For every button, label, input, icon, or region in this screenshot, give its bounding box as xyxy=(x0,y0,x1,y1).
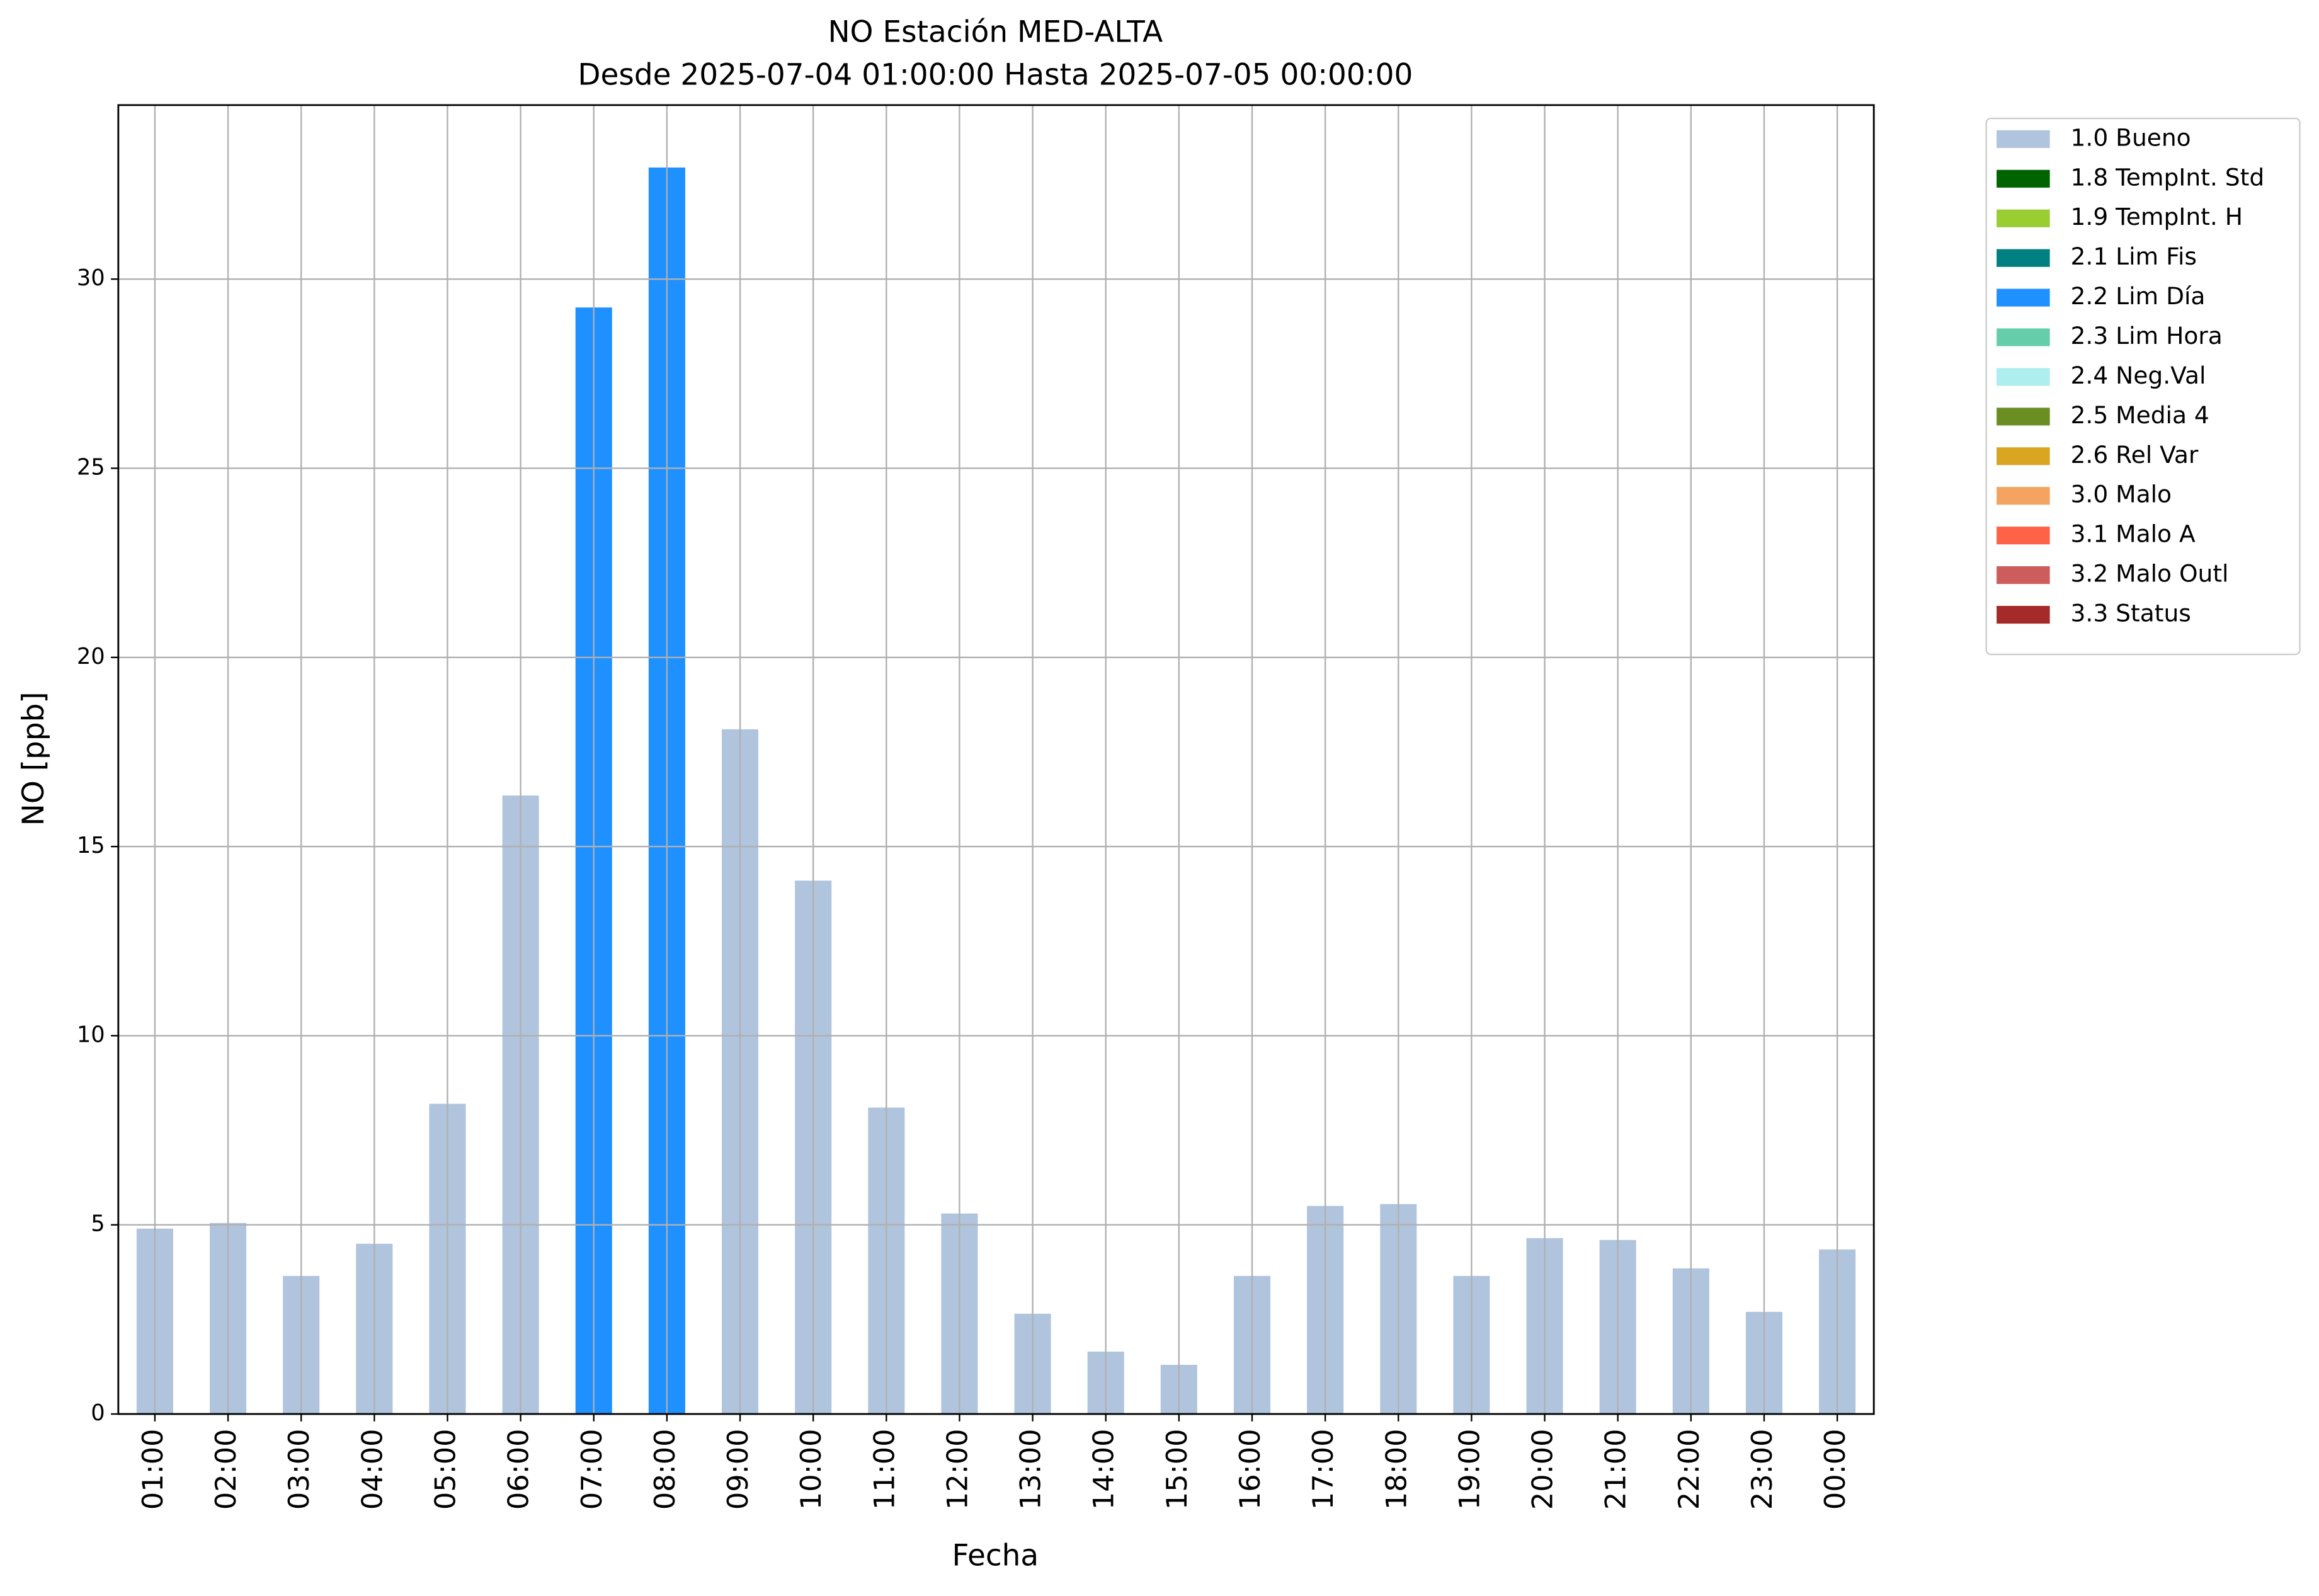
legend-swatch xyxy=(1997,169,2050,188)
legend-swatch xyxy=(1997,368,2050,386)
y-tick-label: 15 xyxy=(77,833,105,858)
x-tick-label: 08:00 xyxy=(649,1429,681,1510)
x-tick-label: 18:00 xyxy=(1380,1429,1413,1510)
legend-label: 3.2 Malo Outl xyxy=(2071,560,2229,588)
legend-label: 1.0 Bueno xyxy=(2071,123,2191,151)
legend-swatch xyxy=(1997,527,2050,545)
x-tick-label: 21:00 xyxy=(1600,1429,1632,1510)
legend-label: 2.6 Rel Var xyxy=(2071,441,2199,469)
x-tick-label: 23:00 xyxy=(1746,1429,1779,1510)
y-axis-label: NO [ppb] xyxy=(16,692,51,826)
legend-label: 3.3 Status xyxy=(2071,600,2191,627)
x-tick-label: 04:00 xyxy=(356,1429,389,1510)
legend-swatch xyxy=(1997,408,2050,426)
legend-swatch xyxy=(1997,209,2050,227)
y-tick-label: 30 xyxy=(77,265,105,291)
x-tick-label: 22:00 xyxy=(1673,1429,1706,1510)
legend-label: 1.8 TempInt. Std xyxy=(2071,163,2265,191)
x-tick-label: 10:00 xyxy=(795,1429,828,1510)
legend-label: 2.1 Lim Fis xyxy=(2071,242,2197,270)
legend-swatch xyxy=(1997,487,2050,505)
x-tick-label: 19:00 xyxy=(1453,1429,1486,1510)
chart-title: NO Estación MED-ALTA xyxy=(828,15,1163,50)
y-tick-label: 0 xyxy=(91,1400,105,1426)
legend-swatch xyxy=(1997,130,2050,148)
x-axis-label: Fecha xyxy=(952,1538,1039,1573)
plot-frame xyxy=(117,104,1875,1415)
x-tick-label: 15:00 xyxy=(1161,1429,1194,1510)
legend-label: 2.2 Lim Día xyxy=(2071,282,2206,310)
legend-label: 2.3 Lim Hora xyxy=(2071,322,2223,350)
legend-label: 3.0 Malo xyxy=(2071,481,2172,508)
legend-swatch xyxy=(1997,328,2050,346)
legend-swatch xyxy=(1997,249,2050,267)
x-tick-label: 01:00 xyxy=(137,1429,169,1510)
y-tick-label: 5 xyxy=(91,1211,105,1237)
chart-subtitle: Desde 2025-07-04 01:00:00 Hasta 2025-07-… xyxy=(578,58,1413,93)
x-tick-label: 02:00 xyxy=(210,1429,242,1510)
x-tick-label: 06:00 xyxy=(503,1429,535,1510)
x-tick-label: 11:00 xyxy=(868,1429,901,1510)
x-tick-label: 07:00 xyxy=(576,1429,608,1510)
x-tick-label: 00:00 xyxy=(1819,1429,1852,1510)
y-tick-label: 20 xyxy=(77,644,105,670)
x-tick-label: 14:00 xyxy=(1088,1429,1120,1510)
x-tick-label: 12:00 xyxy=(941,1429,974,1510)
x-tick-label: 05:00 xyxy=(429,1429,462,1510)
x-tick-label: 09:00 xyxy=(722,1429,755,1510)
x-tick-label: 03:00 xyxy=(283,1429,316,1510)
y-tick-label: 25 xyxy=(77,454,105,480)
x-tick-label: 17:00 xyxy=(1307,1429,1340,1510)
x-tick-label: 20:00 xyxy=(1527,1429,1559,1510)
legend-swatch xyxy=(1997,566,2050,584)
legend-label: 3.1 Malo A xyxy=(2071,520,2196,548)
legend-label: 2.5 Media 4 xyxy=(2071,401,2209,429)
y-tick-label: 10 xyxy=(77,1022,105,1047)
legend-swatch xyxy=(1997,288,2050,307)
legend-box xyxy=(1985,117,2301,656)
x-tick-label: 13:00 xyxy=(1015,1429,1047,1510)
legend-swatch xyxy=(1997,605,2050,624)
legend-label: 2.4 Neg.Val xyxy=(2071,362,2206,389)
legend-swatch xyxy=(1997,447,2050,465)
x-tick-label: 16:00 xyxy=(1234,1429,1267,1510)
legend-label: 1.9 TempInt. H xyxy=(2071,203,2243,231)
